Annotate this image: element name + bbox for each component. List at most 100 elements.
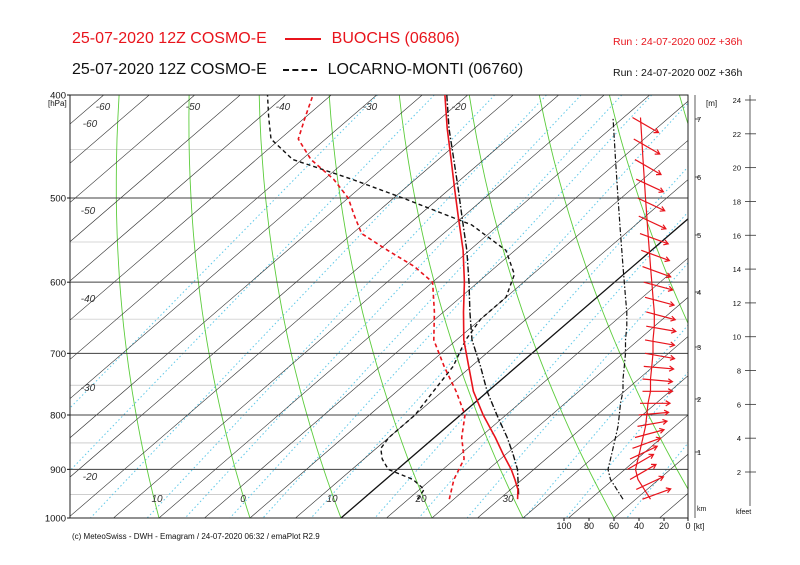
locarno-dewpoint-line <box>266 94 516 500</box>
isotherm <box>295 179 688 518</box>
isotherm <box>705 95 800 518</box>
run-info-buochs: Run : 24-07-2020 00Z +36h <box>613 36 743 48</box>
kfeet-tick-label: 12 <box>733 299 741 308</box>
skew-temperature-label: -20 <box>452 102 467 113</box>
wind-arrowhead-buochs <box>654 149 661 155</box>
pressure-tick-label: 400 <box>50 91 66 102</box>
wind-barbs <box>607 117 677 500</box>
legend-line-buochs <box>285 37 322 40</box>
isotherm <box>204 100 688 518</box>
isotherm <box>70 95 241 243</box>
mixing-ratio-line <box>523 324 688 518</box>
isotherm <box>477 336 688 518</box>
temperature-tick-label: 20 <box>414 494 427 505</box>
pressure-axis-unit: [hPa] <box>48 99 67 108</box>
skew-temperature-label: -20 <box>83 472 98 483</box>
kfeet-tick-label: 6 <box>737 400 741 409</box>
wind-tick-label: 40 <box>634 521 644 531</box>
isotherm <box>386 257 688 518</box>
wind-barb-buochs <box>644 296 675 306</box>
wind-arrowhead-buochs <box>670 327 677 334</box>
wind-arrowhead-buochs <box>667 285 674 292</box>
plot-area <box>0 95 800 518</box>
wind-arrowhead-buochs <box>662 418 669 425</box>
isotherm <box>70 95 423 399</box>
isotherm <box>70 95 195 203</box>
wind-arrowhead-buochs <box>659 427 666 434</box>
background-lines <box>0 94 800 519</box>
height-tick-label: 3 <box>697 343 701 352</box>
skew-temperature-label: -40 <box>276 102 291 113</box>
height-tick-label: 2 <box>697 395 701 404</box>
legend-line-locarno <box>283 68 318 71</box>
kfeet-tick-label: 18 <box>733 197 741 206</box>
wind-arrowhead-buochs <box>663 409 670 416</box>
height-tick-label: 6 <box>697 173 701 182</box>
wind-barb-buochs <box>633 138 661 155</box>
wind-arrowhead-buochs <box>667 378 674 385</box>
pressure-tick-label: 1000 <box>45 514 66 525</box>
dry-adiabat <box>41 95 68 518</box>
wind-barb-buochs <box>641 249 670 262</box>
header-run-locarno: 25-07-2020 12Z COSMO-E <box>72 61 267 78</box>
mixing-ratio-line <box>90 95 496 518</box>
skew-temperature-label: -40 <box>81 294 96 305</box>
dry-adiabat <box>328 95 433 518</box>
temperature-tick-label: 30 <box>502 494 514 505</box>
pressure-tick-label: 600 <box>50 278 66 289</box>
wind-barb-buochs <box>644 352 675 360</box>
height-tick-label: 5 <box>697 231 701 240</box>
dry-adiabat <box>608 95 688 325</box>
skew-temperature-label: -50 <box>81 206 96 217</box>
sounding-profiles <box>266 94 520 500</box>
wind-barb-buochs <box>635 476 664 490</box>
isotherm <box>431 296 688 518</box>
wind-barb-buochs <box>642 488 671 500</box>
buochs-temperature-line <box>444 94 519 500</box>
dry-adiabat <box>188 95 251 518</box>
wind-arrowhead-buochs <box>667 388 674 395</box>
skew-temperature-label: -60 <box>83 119 98 130</box>
height-tick-label: 7 <box>697 115 701 124</box>
wind-barb-buochs <box>638 215 667 230</box>
wind-arrowhead-buochs <box>655 436 662 443</box>
height-axis-unit: [m] <box>706 99 717 108</box>
credit-text: (c) MeteoSwiss - DWH - Emagram / 24-07-2… <box>72 532 320 541</box>
wind-barb-buochs <box>646 311 676 321</box>
isotherm <box>158 95 650 518</box>
wind-arrowhead-buochs <box>669 341 676 348</box>
kfeet-tick-label: 24 <box>733 96 741 105</box>
dry-adiabat <box>258 95 342 518</box>
isotherm <box>70 95 514 478</box>
height-tick-label: 4 <box>697 288 701 297</box>
wind-arrowhead-buochs <box>665 400 672 407</box>
wind-barb-buochs <box>634 429 665 439</box>
buochs-wind-speed-line <box>634 117 655 500</box>
locarno-temperature-line <box>446 94 520 495</box>
run-info-locarno: Run : 24-07-2020 00Z +36h <box>613 67 743 79</box>
wind-arrowhead-buochs <box>669 354 676 361</box>
wind-barb-buochs <box>643 281 673 291</box>
kfeet-tick-label: 16 <box>733 231 741 240</box>
mixing-ratio-line <box>184 95 582 518</box>
kfeet-tick-label: 22 <box>733 130 741 139</box>
pressure-tick-label: 800 <box>50 410 66 421</box>
temperature-tick-label: 0 <box>240 494 246 505</box>
wind-arrowhead-buochs <box>655 169 662 176</box>
kfeet-tick-label: 10 <box>733 333 741 342</box>
wind-arrowhead-buochs <box>663 239 670 246</box>
isotherm <box>0 95 13 518</box>
isotherm <box>568 414 688 518</box>
wind-barb-buochs <box>642 378 673 383</box>
wind-arrowhead-buochs <box>669 301 676 308</box>
dry-adiabat <box>468 95 615 518</box>
header-run-buochs: 25-07-2020 12Z COSMO-E <box>72 30 267 47</box>
wind-barb-buochs <box>629 445 658 460</box>
buochs-dewpoint-line <box>297 94 466 500</box>
kfeet-axis-unit: kfeet <box>736 509 751 516</box>
pressure-tick-label: 900 <box>50 465 66 476</box>
dry-adiabat <box>750 95 800 518</box>
isotherm <box>70 95 468 439</box>
skew-temperature-label: -50 <box>186 102 201 113</box>
